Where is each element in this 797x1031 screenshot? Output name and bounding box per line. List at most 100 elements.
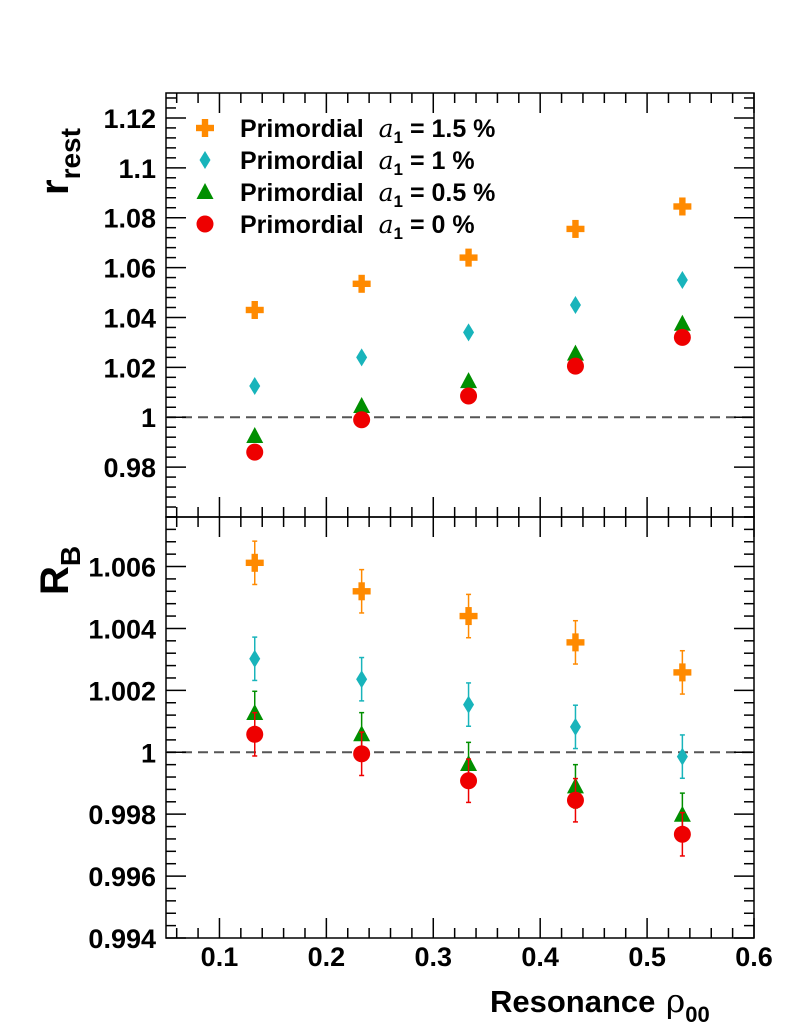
data-point-circle — [246, 443, 264, 461]
bottom-axis-ticks — [166, 516, 755, 939]
top-y-tick-labels: 0.98 1 1.02 1.04 1.06 1.08 1.1 1.12 — [103, 104, 156, 483]
top-panel: 0.98 1 1.02 1.04 1.06 1.08 1.1 1.12 rrest Primo… — [33, 92, 755, 518]
x-tick-label: 0.1 — [201, 942, 239, 972]
data-point-cross — [245, 300, 264, 319]
svg-text:Primordial a1: Primordial a1 = 0.5 % — [240, 178, 495, 213]
y-tick-label: 0.996 — [88, 862, 156, 892]
legend-var-subscript: 1 — [394, 160, 403, 179]
y-tick-label: 1.1 — [118, 154, 156, 184]
data-point-diamond — [463, 323, 475, 342]
bottom-panel: 0.994 0.996 0.998 1 1.002 1.004 1.006 RB 0.1 0.… — [33, 516, 773, 1027]
bottom-y-axis-subscript: B — [55, 546, 86, 566]
data-point-circle — [566, 357, 584, 375]
data-point-cross — [352, 274, 371, 293]
data-point-cross — [245, 553, 264, 572]
data-point-diamond — [249, 377, 261, 396]
data-point-diamond — [676, 747, 688, 766]
y-tick-label: 1.004 — [88, 614, 156, 644]
data-point-diamond — [569, 296, 581, 314]
x-axis-symbol: ρ — [666, 981, 685, 1020]
x-tick-label: 0.6 — [735, 942, 773, 972]
bottom-y-axis-symbol: R — [33, 566, 77, 595]
x-axis-title: Resonance ρ00 — [490, 981, 710, 1027]
x-tick-label: 0.2 — [308, 942, 346, 972]
legend-marker-circle — [196, 215, 214, 233]
data-point-diamond — [356, 348, 368, 367]
legend-prefix: Primordial — [240, 147, 364, 175]
data-point-circle — [566, 791, 584, 809]
data-point-circle — [460, 387, 478, 405]
legend-prefix: Primordial — [240, 115, 364, 143]
legend-prefix: Primordial — [240, 179, 364, 207]
y-tick-label: 1.12 — [103, 104, 156, 134]
x-tick-labels: 0.1 0.2 0.3 0.4 0.5 0.6 — [201, 942, 773, 972]
y-tick-label: 1.002 — [88, 676, 156, 706]
data-point-cross — [673, 663, 692, 682]
legend-entry: Primordial a1 = 1 % — [199, 146, 475, 181]
legend-value: = 1 % — [410, 147, 475, 175]
svg-text:Primordial a1: Primordial a1 = 0 % — [240, 210, 475, 245]
legend-marker-triangle — [196, 183, 214, 199]
data-point-diamond — [569, 717, 581, 736]
y-tick-label: 1.08 — [103, 204, 156, 234]
top-y-axis-title: rrest — [33, 128, 86, 195]
data-point-triangle — [353, 397, 371, 414]
data-point-diamond — [249, 649, 261, 668]
data-point-circle — [246, 725, 264, 743]
svg-text:Primordial a1: Primordial a1 = 1.5 % — [240, 114, 495, 149]
y-tick-label: 1.04 — [103, 303, 156, 333]
legend-var-subscript: 1 — [394, 224, 403, 243]
top-axis-ticks — [166, 93, 755, 518]
legend-var-symbol: a — [379, 210, 394, 239]
legend-var-subscript: 1 — [394, 128, 403, 147]
data-point-circle — [673, 328, 691, 346]
legend-entry: Primordial a1 = 0.5 % — [196, 178, 495, 213]
legend: Primordial a1 = 1.5 % Primordial a1 = 1 … — [196, 114, 495, 245]
data-point-cross — [566, 633, 585, 652]
data-point-triangle — [460, 372, 478, 389]
bottom-data-points — [245, 540, 692, 857]
top-y-axis-subscript: rest — [55, 128, 86, 179]
data-point-triangle — [246, 426, 264, 443]
y-tick-label: 0.98 — [103, 453, 156, 483]
legend-entry: Primordial a1 = 1.5 % — [196, 114, 495, 149]
legend-prefix: Primordial — [240, 211, 364, 239]
y-tick-label: 0.998 — [88, 800, 156, 830]
legend-marker-cross — [196, 119, 214, 137]
data-point-cross — [566, 219, 585, 238]
legend-var-symbol: a — [379, 146, 394, 175]
y-tick-label: 1.006 — [88, 553, 156, 583]
x-axis-title-text: Resonance — [490, 984, 655, 1019]
data-point-circle — [460, 772, 478, 790]
x-tick-label: 0.3 — [414, 942, 452, 972]
legend-var-subscript: 1 — [394, 192, 403, 211]
legend-value: = 1.5 % — [410, 115, 495, 143]
data-point-diamond — [356, 670, 368, 689]
top-data-points — [245, 197, 692, 461]
y-tick-label: 1 — [141, 403, 156, 433]
data-point-cross — [459, 607, 478, 626]
data-point-diamond — [676, 271, 688, 290]
legend-var-symbol: a — [379, 178, 394, 207]
x-tick-label: 0.5 — [628, 942, 666, 972]
data-point-triangle — [673, 314, 691, 331]
svg-text:Primordial a1: Primordial a1 = 1 % — [240, 146, 475, 181]
top-y-axis-symbol: r — [33, 179, 77, 195]
y-tick-label: 0.994 — [88, 924, 156, 954]
data-point-circle — [353, 411, 371, 429]
legend-value: = 0 % — [410, 211, 475, 239]
y-tick-label: 1.02 — [103, 353, 156, 383]
bottom-y-axis-title: RB — [33, 546, 86, 595]
legend-entry: Primordial a1 = 0 % — [196, 210, 475, 245]
data-point-circle — [353, 745, 371, 763]
data-point-cross — [673, 197, 692, 216]
legend-var-symbol: a — [379, 114, 394, 143]
y-tick-label: 1.06 — [103, 254, 156, 284]
data-point-cross — [459, 248, 478, 267]
bottom-y-tick-labels: 0.994 0.996 0.998 1 1.002 1.004 1.006 — [88, 553, 156, 954]
y-tick-label: 1 — [141, 738, 156, 768]
data-point-circle — [673, 825, 691, 843]
data-point-diamond — [463, 695, 475, 714]
